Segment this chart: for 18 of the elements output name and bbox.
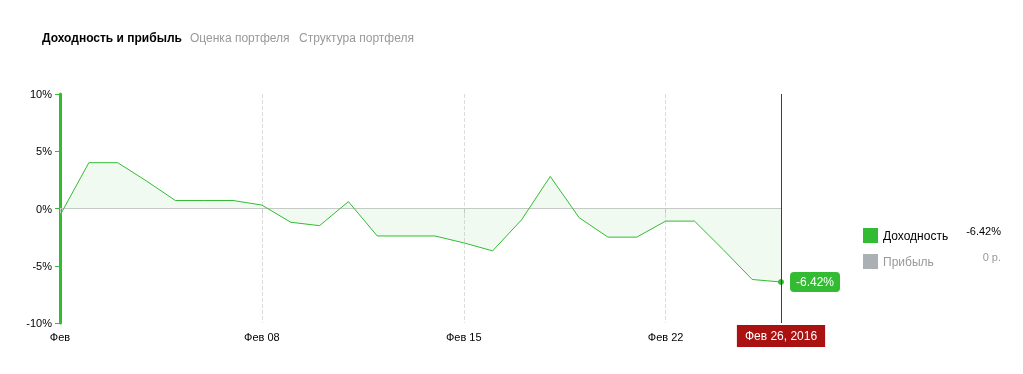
y-tick-label: 0% bbox=[36, 202, 53, 215]
y-tick-label: -5% bbox=[32, 259, 53, 272]
text: -6.42% bbox=[966, 224, 1002, 237]
x-tick-label: Фев 08 bbox=[244, 330, 280, 343]
y-tick-label: -10% bbox=[26, 317, 53, 329]
data-label: -6.42% bbox=[796, 275, 835, 290]
y-tick-label: 5% bbox=[36, 145, 53, 158]
x-tick-label: Фев 22 bbox=[647, 330, 684, 343]
x-tick-label: Фев 15 bbox=[445, 330, 482, 343]
text: Оценка портфеля bbox=[190, 31, 290, 45]
ref-line-label: Фев 26, 2016 bbox=[744, 329, 818, 343]
legend-label: Прибыль bbox=[883, 254, 934, 269]
y-tick-label: 10% bbox=[29, 88, 53, 100]
text: Доходность и прибыль bbox=[42, 31, 182, 45]
x-tick-label: Фев bbox=[49, 330, 71, 343]
text: 0 р. bbox=[982, 250, 1002, 263]
legend-label: Доходность bbox=[883, 228, 949, 243]
text: Структура портфеля bbox=[299, 31, 414, 45]
